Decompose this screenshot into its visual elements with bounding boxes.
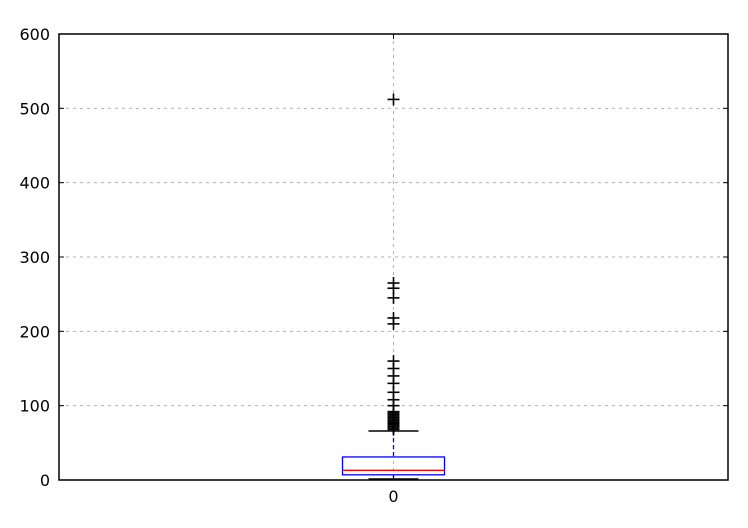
- iqr-box: [341, 456, 446, 476]
- y-tick-label: 200: [19, 322, 50, 341]
- y-tick-label: 100: [19, 397, 50, 416]
- outlier-marker: [387, 311, 400, 324]
- y-tick-label: 500: [19, 99, 50, 118]
- outlier-marker: [387, 93, 400, 106]
- outlier-marker: [387, 277, 400, 290]
- plot-area: [341, 93, 446, 480]
- y-tick-label: 300: [19, 248, 50, 267]
- axis-ticks: [59, 33, 728, 481]
- axis-tick-labels: 0 100 200 300 400 500 600 0: [19, 25, 398, 506]
- y-tick-label: 600: [19, 25, 50, 44]
- x-tick-label: 0: [388, 487, 398, 506]
- y-tick-label: 0: [40, 471, 50, 490]
- outlier-marker: [387, 355, 400, 368]
- y-tick-label: 400: [19, 174, 50, 193]
